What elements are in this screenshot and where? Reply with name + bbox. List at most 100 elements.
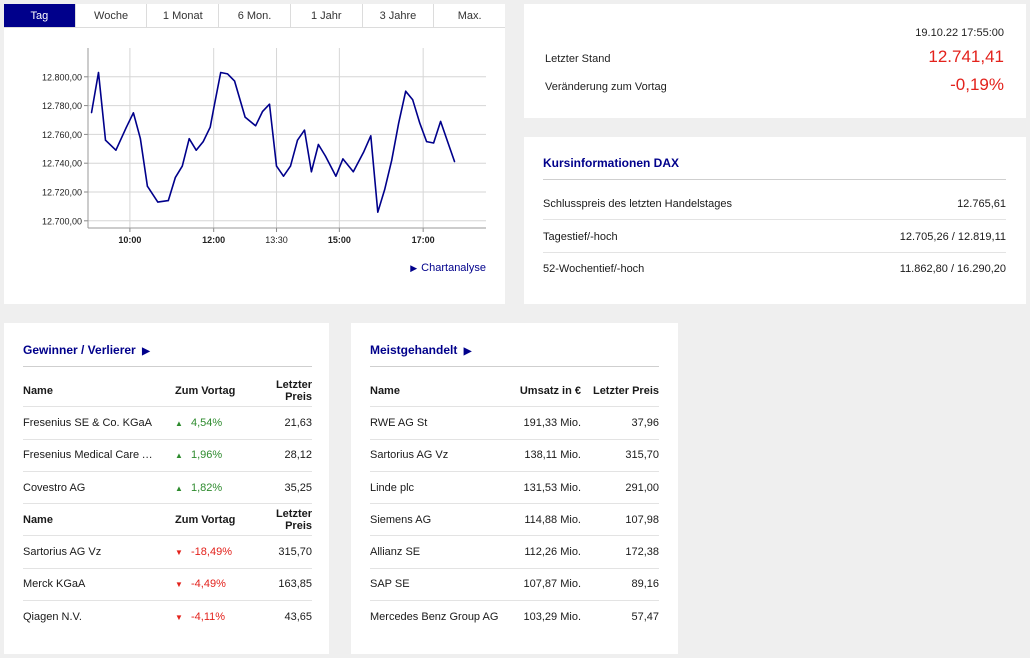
stock-price: 89,16 (631, 578, 659, 591)
data-point (167, 200, 169, 202)
triangle-down-icon: ▼ (175, 548, 183, 558)
data-point (317, 143, 320, 146)
triangle-down-icon: ▼ (175, 580, 183, 590)
table-row[interactable]: Fresenius Medical Care AG & Co. KGaA ▲ 1,… (23, 440, 312, 472)
data-point (419, 122, 421, 124)
stock-price: 35,25 (284, 481, 312, 494)
stock-change: 1,96% (191, 449, 223, 462)
data-point (377, 211, 379, 213)
stock-name[interactable]: Covestro AG (23, 481, 86, 494)
chartanalyse-link[interactable]: ▶ Chartanalyse (410, 262, 486, 274)
tab-1-jahr[interactable]: 1 Jahr (291, 4, 363, 27)
stock-price: 163,85 (278, 578, 312, 591)
data-point (303, 129, 306, 131)
stock-name[interactable]: Fresenius Medical Care AG & Co. KGaA (23, 449, 159, 462)
table-row[interactable]: Merck KGaA ▼ -4,49% 163,85 (23, 569, 312, 602)
table-row[interactable]: Sartorius AG Vz 138,11 Mio. 315,70 (370, 440, 659, 472)
table-row[interactable]: RWE AG St 191,33 Mio. 37,96 (370, 407, 659, 440)
data-point (132, 112, 134, 114)
data-point (453, 161, 456, 163)
data-point (296, 139, 299, 141)
info-row-value: 12.705,26 / 12.819,11 (899, 230, 1006, 243)
data-point (97, 71, 100, 74)
x-tick-label: 13:30 (265, 235, 288, 245)
table-row[interactable]: Mercedes Benz Group AG 103,29 Mio. 57,47 (370, 601, 659, 633)
stock-name[interactable]: RWE AG St (370, 416, 428, 429)
chartanalyse-label: Chartanalyse (421, 262, 486, 274)
data-point (405, 90, 407, 92)
stock-name[interactable]: Allianz SE (370, 546, 421, 559)
data-point (440, 120, 442, 123)
table-row[interactable]: SAP SE 107,87 Mio. 89,16 (370, 569, 659, 602)
stock-name[interactable]: Linde plc (370, 481, 415, 494)
info-row-label: Schlusspreis des letzten Handelstages (543, 197, 732, 210)
tab-1-monat[interactable]: 1 Monat (147, 4, 220, 27)
data-point (90, 112, 93, 114)
x-tick-label: 10:00 (118, 235, 141, 245)
table-row[interactable]: Siemens AG 114,88 Mio. 107,98 (370, 504, 659, 537)
divider (543, 179, 1006, 180)
change-value: -0,19% (950, 75, 1004, 94)
stock-name[interactable]: Qiagen N.V. (23, 611, 82, 624)
y-tick-label: 12.740,00 (42, 159, 82, 169)
table-row[interactable]: Qiagen N.V. ▼ -4,11% 43,65 (23, 601, 312, 633)
stock-name[interactable]: Sartorius AG Vz (370, 449, 449, 462)
table-row[interactable]: Linde plc 131,53 Mio. 291,00 (370, 472, 659, 505)
col-change: Zum Vortag (175, 513, 236, 526)
change-row: Veränderung zum Vortag -0,19% (545, 75, 1004, 95)
stock-name[interactable]: Siemens AG (370, 513, 432, 526)
tab-max[interactable]: Max. (457, 10, 482, 22)
most-traded-title-link[interactable]: Meistgehandelt ▶ (370, 343, 471, 357)
stock-change: 1,82% (191, 481, 223, 494)
data-point (282, 175, 285, 177)
gainers-losers-table: Name Zum Vortag Letzter Preis Fresenius … (23, 375, 312, 633)
data-point (157, 201, 159, 203)
last-price-row: Letzter Stand 12.741,41 (545, 47, 1004, 67)
stock-volume: 114,88 Mio. (524, 513, 581, 526)
stock-name[interactable]: SAP SE (370, 578, 410, 591)
data-point (275, 165, 278, 167)
gainers-losers-title: Gewinner / Verlierer (23, 343, 136, 357)
data-point (125, 126, 128, 128)
data-point (181, 165, 183, 167)
data-point (433, 142, 435, 144)
data-point (146, 185, 148, 187)
most-traded-table: Name Umsatz in € Letzter Preis RWE AG St… (370, 375, 659, 633)
gainers-losers-title-link[interactable]: Gewinner / Verlierer ▶ (23, 343, 150, 357)
tab-3-jahre[interactable]: 3 Jahre (363, 4, 435, 27)
stock-name[interactable]: Fresenius SE & Co. KGaA (23, 416, 152, 429)
x-tick-label: 17:00 (412, 235, 435, 245)
play-triangle-icon: ▶ (410, 263, 418, 273)
data-point (234, 80, 236, 82)
tab-tag[interactable]: Tag (4, 4, 76, 27)
intraday-chart-card: Tag Woche 1 Monat 6 Mon. 1 Jahr 3 Jahre … (4, 4, 505, 304)
play-triangle-icon: ▶ (142, 346, 150, 357)
stock-price: 107,98 (625, 513, 659, 526)
table-row[interactable]: Fresenius SE & Co. KGaA ▲ 4,54% 21,63 (23, 407, 312, 440)
data-point (363, 151, 365, 153)
price-series-line (90, 71, 456, 213)
timeframe-tabs: Tag Woche 1 Monat 6 Mon. 1 Jahr 3 Jahre … (4, 4, 505, 28)
tab-6-mon[interactable]: 6 Mon. (219, 4, 291, 27)
tab-woche[interactable]: Woche (76, 4, 148, 27)
stock-name[interactable]: Merck KGaA (23, 578, 86, 591)
stock-change: -4,11% (191, 611, 226, 624)
stock-price: 57,47 (631, 611, 659, 624)
data-point (446, 141, 449, 143)
info-row-label: 52-Wochentief/-hoch (543, 263, 645, 275)
table-row[interactable]: Sartorius AG Vz ▼ -18,49% 315,70 (23, 536, 312, 569)
data-point (209, 126, 211, 128)
data-point (202, 141, 204, 143)
data-point (370, 135, 372, 137)
table-row[interactable]: Covestro AG ▲ 1,82% 35,25 (23, 472, 312, 505)
info-row: 52-Wochentief/-hoch 11.862,80 / 16.290,2… (543, 253, 1006, 285)
gainers-losers-card: Gewinner / Verlierer ▶ Name Zum Vortag L… (4, 323, 329, 654)
stock-name[interactable]: Mercedes Benz Group AG (370, 611, 499, 624)
stock-name[interactable]: Sartorius AG Vz (23, 546, 102, 559)
data-point (384, 188, 386, 190)
divider (370, 366, 659, 367)
line-chart[interactable]: 12.700,00 12.720,00 12.740,00 12.760,00 12.7… (4, 28, 505, 258)
table-row[interactable]: Allianz SE 112,26 Mio. 172,38 (370, 536, 659, 569)
triangle-up-icon: ▲ (175, 483, 183, 493)
stock-price: 28,12 (284, 449, 312, 462)
